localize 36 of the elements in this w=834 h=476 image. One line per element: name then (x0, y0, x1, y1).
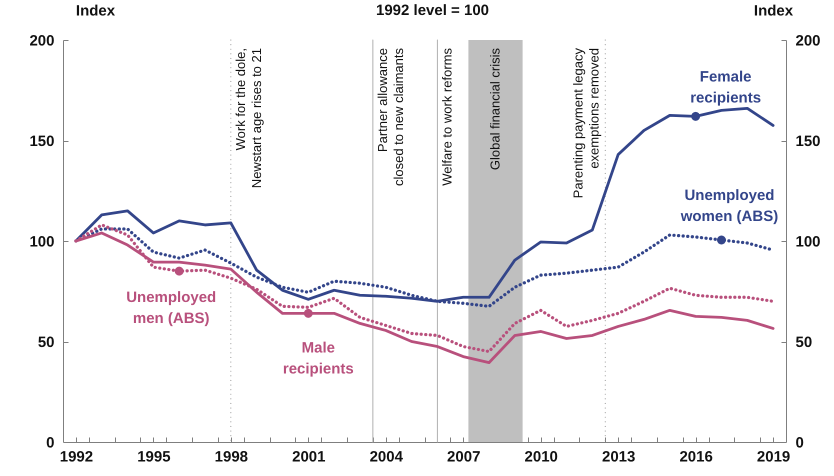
point (716, 236, 726, 244)
y2-axis-title: Index (754, 2, 794, 20)
point (174, 266, 184, 276)
y2-tick-label: 50 (796, 334, 812, 351)
ref-line-label: Work for the dole, Newstart age rises to 21 (232, 48, 264, 188)
x-tick-label: 1992 (60, 448, 94, 466)
series-label: Unemployed women (ABS) (680, 186, 778, 225)
x-tick-label: 2010 (524, 448, 558, 466)
point (691, 112, 700, 121)
band-label: Global financial crisis (488, 48, 503, 170)
x-tick-label: 2013 (602, 448, 636, 466)
x-tick-label: 1995 (137, 448, 171, 466)
y-tick-label: 50 (38, 334, 54, 351)
y-axis-title: Index (76, 2, 116, 20)
y2-tick-label: 200 (796, 32, 821, 50)
point (304, 308, 313, 318)
x-tick-label: 2019 (756, 448, 790, 466)
chart-title: 1992 level = 100 (376, 2, 490, 19)
y2-tick-label: 100 (796, 234, 821, 250)
y2-tick-label: 0 (796, 434, 804, 452)
ref-line-label: Welfare to work reforms (439, 48, 454, 186)
y-tick-label: 0 (46, 434, 54, 452)
ref-line-label: Partner allowance closed to new claimants (374, 48, 406, 186)
x-tick-label: 2007 (447, 448, 480, 466)
y2-tick-label: 150 (796, 133, 821, 150)
x-tick-label: 1998 (214, 448, 248, 466)
series-label: Female recipients (690, 68, 762, 106)
y-tick-label: 100 (29, 234, 54, 250)
series-label: Male recipients (282, 339, 354, 378)
x-tick-label: 2016 (679, 448, 713, 466)
x-tick-label: 2001 (292, 448, 326, 466)
y-tick-label: 200 (29, 32, 54, 50)
ref-line-label: Parenting payment legacy exemptions removed (570, 48, 602, 198)
x-tick-label: 2004 (370, 448, 404, 466)
y-tick-label: 150 (29, 133, 54, 150)
series-label: Unemployed men (ABS) (126, 289, 216, 328)
